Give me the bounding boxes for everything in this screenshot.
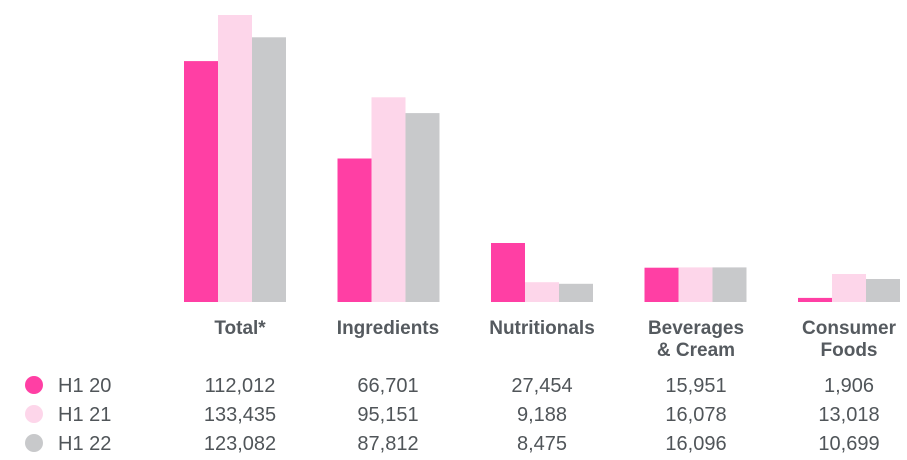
- bar-h1-22-3: [712, 267, 747, 302]
- bar-h1-21-1: [371, 97, 406, 302]
- legend-label-h1-21: H1 21: [58, 404, 111, 426]
- data-value-h1-20-4: 1,906: [824, 375, 874, 397]
- data-value-h1-22-4: 10,699: [818, 433, 879, 455]
- bar-h1-20-2: [491, 243, 525, 302]
- data-value-h1-22-3: 16,096: [665, 433, 726, 455]
- data-value-h1-21-3: 16,078: [665, 404, 726, 426]
- bar-h1-21-2: [525, 282, 559, 302]
- bar-h1-20-1: [337, 158, 372, 302]
- bar-h1-20-0: [184, 61, 218, 302]
- data-value-h1-20-1: 66,701: [357, 375, 418, 397]
- category-label-4: Consumer: [802, 318, 897, 339]
- data-value-h1-20-3: 15,951: [665, 375, 726, 397]
- data-value-h1-22-1: 87,812: [357, 433, 418, 455]
- category-label-3: Beverages: [648, 318, 744, 339]
- category-label-3-line1: & Cream: [657, 340, 735, 361]
- data-value-h1-21-1: 95,151: [357, 404, 418, 426]
- data-value-h1-22-0: 123,082: [204, 433, 276, 455]
- legend-marker-h1-21: [25, 405, 43, 423]
- category-label-1: Ingredients: [337, 318, 439, 339]
- bar-h1-20-4: [798, 297, 832, 302]
- bar-h1-22-2: [559, 283, 593, 302]
- data-value-h1-21-4: 13,018: [818, 404, 879, 426]
- bar-h1-20-3: [644, 267, 679, 302]
- bar-h1-21-0: [218, 15, 252, 302]
- legend-label-h1-22: H1 22: [58, 433, 111, 455]
- data-value-h1-20-0: 112,012: [205, 375, 276, 397]
- data-value-h1-20-2: 27,454: [511, 375, 572, 397]
- bar-h1-21-4: [832, 274, 866, 302]
- data-value-h1-21-2: 9,188: [517, 404, 567, 426]
- legend-marker-h1-22: [25, 434, 43, 452]
- legend-label-h1-20: H1 20: [58, 375, 111, 397]
- data-value-h1-22-2: 8,475: [517, 433, 567, 455]
- category-label-2: Nutritionals: [489, 318, 595, 339]
- bar-h1-21-3: [678, 267, 713, 302]
- category-label-4-line1: Foods: [821, 340, 878, 361]
- legend-marker-h1-20: [25, 376, 43, 394]
- category-label-0: Total*: [214, 318, 266, 339]
- bar-h1-22-1: [405, 113, 440, 302]
- data-value-h1-21-0: 133,435: [204, 404, 276, 426]
- bar-h1-22-4: [866, 279, 900, 302]
- bar-h1-22-0: [252, 37, 286, 303]
